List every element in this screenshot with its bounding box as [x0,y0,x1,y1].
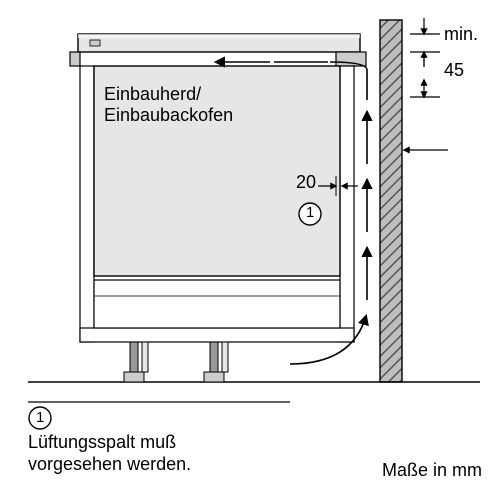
footer-note-line2: vorgesehen werden. [28,454,191,474]
footer-callout-number: 1 [36,409,44,426]
min-label: min. [444,24,478,45]
appliance-label-line2: Einbaubackofen [104,105,233,125]
worktop-right [336,52,366,66]
installation-diagram [0,0,500,500]
appliance-label-line1: Einbauherd/ [104,84,201,104]
leg-left [124,342,148,382]
drawer [94,280,340,328]
wall [380,20,402,382]
units-label: Maße in mm [382,460,482,482]
appliance-label: Einbauherd/ Einbaubackofen [104,84,233,125]
footer-note: Lüftungsspalt muß vorgesehen werden. [28,432,191,475]
leg-right [204,342,228,382]
footer-note-line1: Lüftungsspalt muß [28,432,176,452]
cabinet-outer-right [340,66,354,342]
dim-45-label: 45 [444,60,464,81]
worktop-left [70,52,80,66]
cabinet-outer-left [80,66,94,342]
callout-1-number: 1 [306,204,314,221]
dim-20-label: 20 [296,172,316,193]
